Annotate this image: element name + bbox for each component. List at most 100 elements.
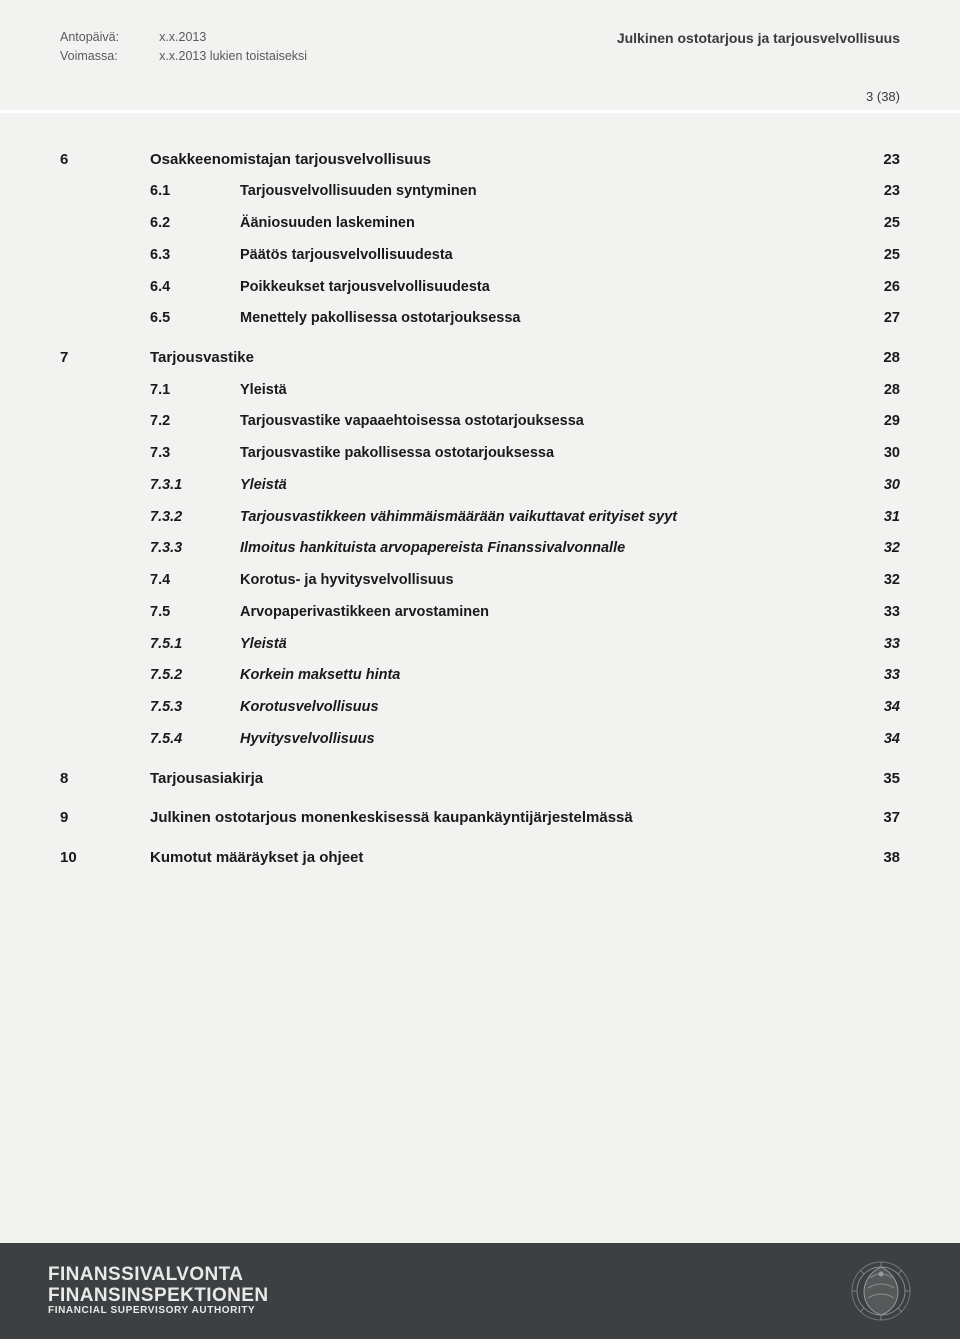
toc-row: 7.1Yleistä28 [60, 375, 900, 407]
coat-of-arms-icon [850, 1260, 912, 1322]
header-meta-row: Antopäivä: Voimassa: x.x.2013 x.x.2013 l… [60, 28, 900, 67]
toc-row: 6.3Päätös tarjousvelvollisuudesta25 [60, 240, 900, 272]
toc-row: 7.5.3Korotusvelvollisuus34 [60, 692, 900, 724]
toc-section-number: 7.3 [150, 443, 240, 465]
toc-title: Yleistä [240, 634, 854, 656]
toc-title: Arvopaperivastikkeen arvostaminen [240, 602, 854, 624]
label-valid-from: Voimassa: [60, 47, 119, 66]
toc-page: 28 [854, 380, 900, 402]
document-title: Julkinen ostotarjous ja tarjousvelvollis… [617, 28, 900, 67]
toc-page: 25 [854, 213, 900, 235]
toc-row: 10Kumotut määräykset ja ohjeet38 [60, 835, 900, 875]
toc-row: 7.5.4Hyvitysvelvollisuus34 [60, 724, 900, 756]
toc-chapter-number: 10 [60, 847, 150, 870]
toc-title: Ääniosuuden laskeminen [240, 213, 854, 235]
toc-section-number: 7.5.3 [150, 697, 240, 719]
toc-title: Osakkeenomistajan tarjousvelvollisuus [150, 149, 854, 172]
toc-section-number: 6.5 [150, 308, 240, 330]
header-left: Antopäivä: Voimassa: x.x.2013 x.x.2013 l… [60, 28, 307, 67]
toc-page: 32 [854, 570, 900, 592]
toc-page: 33 [854, 602, 900, 624]
toc-section-number: 7.5.2 [150, 665, 240, 687]
page-header: Antopäivä: Voimassa: x.x.2013 x.x.2013 l… [0, 0, 960, 75]
toc-page: 30 [854, 443, 900, 465]
toc-title: Menettely pakollisessa ostotarjouksessa [240, 308, 854, 330]
toc-row: 7.3Tarjousvastike pakollisessa ostotarjo… [60, 438, 900, 470]
toc-page: 26 [854, 277, 900, 299]
toc-title: Poikkeukset tarjousvelvollisuudesta [240, 277, 854, 299]
toc-section-number: 7.2 [150, 411, 240, 433]
toc-page: 34 [854, 729, 900, 751]
toc-row: 7.2Tarjousvastike vapaaehtoisessa ostota… [60, 406, 900, 438]
value-issue-date: x.x.2013 [159, 28, 307, 47]
authority-logo-text: FINANSSIVALVONTA FINANSINSPEKTIONEN FINA… [48, 1265, 268, 1317]
toc-title: Julkinen ostotarjous monenkeskisessä kau… [150, 807, 854, 830]
toc-page: 35 [854, 768, 900, 791]
toc-section-number: 7.5.4 [150, 729, 240, 751]
toc-page: 23 [854, 181, 900, 203]
toc-section-number: 6.1 [150, 181, 240, 203]
toc-chapter-number: 9 [60, 807, 150, 830]
logo-line-sv: FINANSINSPEKTIONEN [48, 1286, 268, 1307]
toc-title: Tarjousvelvollisuuden syntyminen [240, 181, 854, 203]
toc-title: Korkein maksettu hinta [240, 665, 854, 687]
toc-title: Hyvitysvelvollisuus [240, 729, 854, 751]
toc-chapter-number: 6 [60, 149, 150, 172]
toc-section-number: 7.3.2 [150, 507, 240, 529]
toc-row: 7Tarjousvastike28 [60, 335, 900, 375]
toc-row: 6Osakkeenomistajan tarjousvelvollisuus23 [60, 137, 900, 177]
toc-page: 25 [854, 245, 900, 267]
toc-section-number: 6.2 [150, 213, 240, 235]
toc-section-number: 7.5.1 [150, 634, 240, 656]
toc-title: Ilmoitus hankituista arvopapereista Fina… [240, 538, 854, 560]
toc-page: 23 [854, 149, 900, 172]
toc-page: 28 [854, 347, 900, 370]
toc-section-number: 7.3.3 [150, 538, 240, 560]
toc-section-number: 6.3 [150, 245, 240, 267]
toc-title: Tarjousvastike vapaaehtoisessa ostotarjo… [240, 411, 854, 433]
toc-title: Yleistä [240, 380, 854, 402]
header-values: x.x.2013 x.x.2013 lukien toistaiseksi [159, 28, 307, 67]
toc-page: 30 [854, 475, 900, 497]
toc-section-number: 7.5 [150, 602, 240, 624]
toc-chapter-number: 8 [60, 768, 150, 791]
toc-page: 33 [854, 634, 900, 656]
label-issue-date: Antopäivä: [60, 28, 119, 47]
toc-page: 29 [854, 411, 900, 433]
toc-page: 37 [854, 807, 900, 830]
toc-page: 34 [854, 697, 900, 719]
logo-line-en: FINANCIAL SUPERVISORY AUTHORITY [48, 1306, 268, 1317]
toc-page: 38 [854, 847, 900, 870]
toc-title: Yleistä [240, 475, 854, 497]
toc-title: Tarjousasiakirja [150, 768, 854, 791]
page-number: 3 (38) [0, 89, 960, 104]
toc-title: Kumotut määräykset ja ohjeet [150, 847, 854, 870]
toc-row: 7.5.1Yleistä33 [60, 629, 900, 661]
toc-page: 31 [854, 507, 900, 529]
toc-section-number: 6.4 [150, 277, 240, 299]
toc-row: 6.5Menettely pakollisessa ostotarjoukses… [60, 303, 900, 335]
toc-page: 27 [854, 308, 900, 330]
toc-row: 9Julkinen ostotarjous monenkeskisessä ka… [60, 795, 900, 835]
toc-section-number: 7.1 [150, 380, 240, 402]
table-of-contents: 6Osakkeenomistajan tarjousvelvollisuus23… [0, 113, 960, 874]
toc-row: 7.5.2Korkein maksettu hinta33 [60, 660, 900, 692]
toc-title: Tarjousvastike pakollisessa ostotarjouks… [240, 443, 854, 465]
toc-row: 6.1Tarjousvelvollisuuden syntyminen23 [60, 176, 900, 208]
toc-section-number: 7.4 [150, 570, 240, 592]
toc-row: 8Tarjousasiakirja35 [60, 756, 900, 796]
toc-row: 7.4Korotus- ja hyvitysvelvollisuus32 [60, 565, 900, 597]
toc-page: 32 [854, 538, 900, 560]
toc-title: Päätös tarjousvelvollisuudesta [240, 245, 854, 267]
toc-page: 33 [854, 665, 900, 687]
toc-row: 6.2Ääniosuuden laskeminen25 [60, 208, 900, 240]
toc-row: 6.4Poikkeukset tarjousvelvollisuudesta26 [60, 272, 900, 304]
page-footer: FINANSSIVALVONTA FINANSINSPEKTIONEN FINA… [0, 1243, 960, 1339]
toc-row: 7.3.2Tarjousvastikkeen vähimmäismäärään … [60, 502, 900, 534]
toc-title: Tarjousvastikkeen vähimmäismäärään vaiku… [240, 507, 854, 529]
value-valid-from: x.x.2013 lukien toistaiseksi [159, 47, 307, 66]
logo-line-fi: FINANSSIVALVONTA [48, 1265, 268, 1286]
toc-row: 7.5Arvopaperivastikkeen arvostaminen33 [60, 597, 900, 629]
toc-row: 7.3.3Ilmoitus hankituista arvopapereista… [60, 533, 900, 565]
toc-title: Korotusvelvollisuus [240, 697, 854, 719]
